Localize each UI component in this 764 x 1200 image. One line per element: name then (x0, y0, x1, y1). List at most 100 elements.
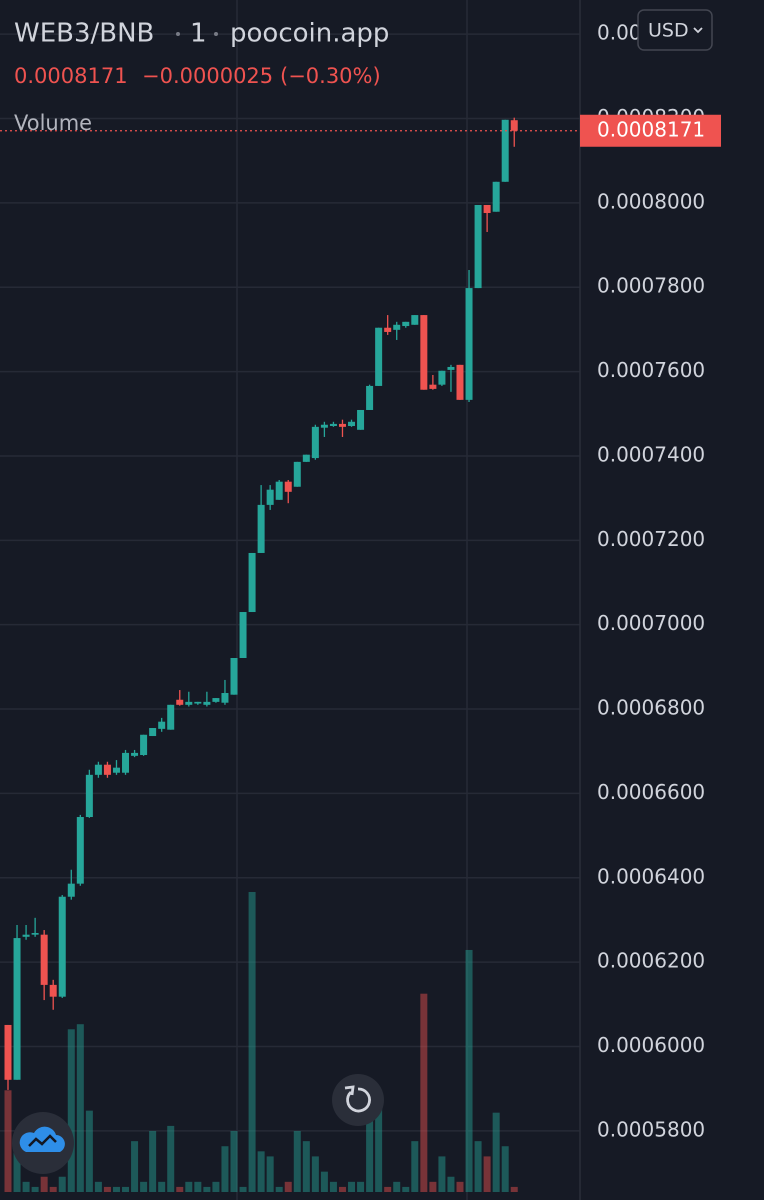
volume-bar (438, 1156, 446, 1192)
volume-bar (474, 1141, 482, 1192)
volume-bar (140, 1181, 148, 1192)
volume-bar (112, 1186, 120, 1192)
volume-bar (149, 1130, 157, 1192)
last-price-label: 0.0008171 (597, 117, 705, 141)
y-tick-label: 0.0007000 (597, 611, 705, 635)
candle-body (13, 938, 21, 1080)
y-tick-label: 0.0008000 (597, 189, 705, 213)
candle-body (375, 327, 383, 386)
volume-bar (329, 1181, 337, 1192)
candle-body (275, 481, 283, 500)
candle-body (284, 481, 292, 492)
candle-body (103, 764, 111, 775)
reset-button[interactable] (332, 1074, 384, 1126)
candle-body (203, 701, 211, 705)
y-tick-label: 0.0007600 (597, 358, 705, 382)
candle-body (239, 612, 247, 658)
candle-body (230, 657, 238, 695)
volume-bar (13, 1136, 21, 1192)
cloud-button[interactable] (12, 1112, 74, 1174)
y-tick-label: 0.0006000 (597, 1033, 705, 1057)
volume-bar (311, 1156, 319, 1192)
volume-bar (293, 1130, 301, 1192)
candle-body (40, 934, 48, 985)
volume-bar (338, 1186, 346, 1192)
volume-bar (456, 1181, 464, 1192)
volume-bar (384, 1186, 392, 1192)
candle-body (293, 461, 301, 487)
candle-body (212, 698, 220, 702)
dropdown-arrow (693, 27, 703, 34)
candle-body (411, 315, 419, 325)
candle-body (474, 204, 482, 289)
cloud-line-icon (28, 1134, 57, 1147)
candle-body (348, 421, 356, 427)
candle-body (329, 423, 337, 427)
volume-bar (158, 1181, 166, 1192)
volume-bar (257, 1151, 265, 1192)
candle-body (257, 504, 265, 553)
y-tick-label: 0.0006400 (597, 864, 705, 888)
candle-body (94, 764, 102, 775)
candle-body (465, 288, 473, 400)
volume-bar (266, 1156, 274, 1192)
volume-bar (465, 949, 473, 1192)
volume-bar (348, 1181, 356, 1192)
candle-body (311, 426, 319, 459)
candle-body (447, 366, 455, 370)
symbol: WEB3/BNB (14, 19, 154, 49)
candle-body (76, 817, 84, 884)
price-change-pct: (−0.30%) (280, 64, 381, 88)
candle-body (58, 896, 66, 997)
volume-bar (320, 1171, 328, 1192)
volume-bar (22, 1181, 30, 1192)
candle-body (158, 721, 166, 729)
overlay: 0.0008171 (0, 114, 721, 147)
candle-body (338, 423, 346, 427)
volume-bar (302, 1141, 310, 1192)
volume-bar (393, 1181, 401, 1192)
volume-bar (85, 1110, 93, 1192)
grid (0, 33, 580, 1132)
candle-body (31, 933, 39, 935)
y-tick-label: 0.0007800 (597, 274, 705, 298)
volume-bar (420, 993, 428, 1192)
currency-label[interactable]: USD (648, 20, 689, 42)
volume-bar (284, 1181, 292, 1192)
candle-body (366, 385, 374, 410)
volume-bar (58, 1176, 66, 1192)
candle-body (429, 384, 437, 389)
volume-bar (122, 1186, 130, 1192)
candle-body (149, 728, 157, 737)
candle-body (176, 699, 184, 705)
candle-body (438, 370, 446, 385)
last-price: 0.0008171 (14, 64, 128, 88)
y-tick-label: 0.0005800 (597, 1117, 705, 1141)
volume-bar (40, 1176, 48, 1192)
source: poocoin.app (230, 19, 389, 49)
candle-body (384, 327, 392, 332)
volume-bar (411, 1141, 419, 1192)
volume-bar (429, 1181, 437, 1192)
candle-body (266, 489, 274, 505)
candle-body (501, 119, 509, 182)
volume-bar (49, 1186, 57, 1192)
currency-button[interactable] (637, 9, 713, 51)
y-tick-label: 0.0006600 (597, 780, 705, 804)
candle-body (483, 204, 491, 214)
candle-body (112, 767, 120, 773)
candle-layer (4, 117, 518, 1090)
volume-bar (501, 1146, 509, 1192)
candle-body (131, 752, 139, 756)
volume-bar (221, 1146, 229, 1192)
candle-body (492, 181, 500, 212)
reset-button-bg[interactable] (332, 1074, 384, 1126)
volume-bar (447, 1176, 455, 1192)
volume-bar (248, 892, 256, 1192)
candle-body (357, 409, 365, 430)
volume-bar (402, 1186, 410, 1192)
y-tick-label: 0.0007200 (597, 527, 705, 551)
candle-body (221, 693, 229, 703)
volume-bar (366, 1100, 374, 1192)
